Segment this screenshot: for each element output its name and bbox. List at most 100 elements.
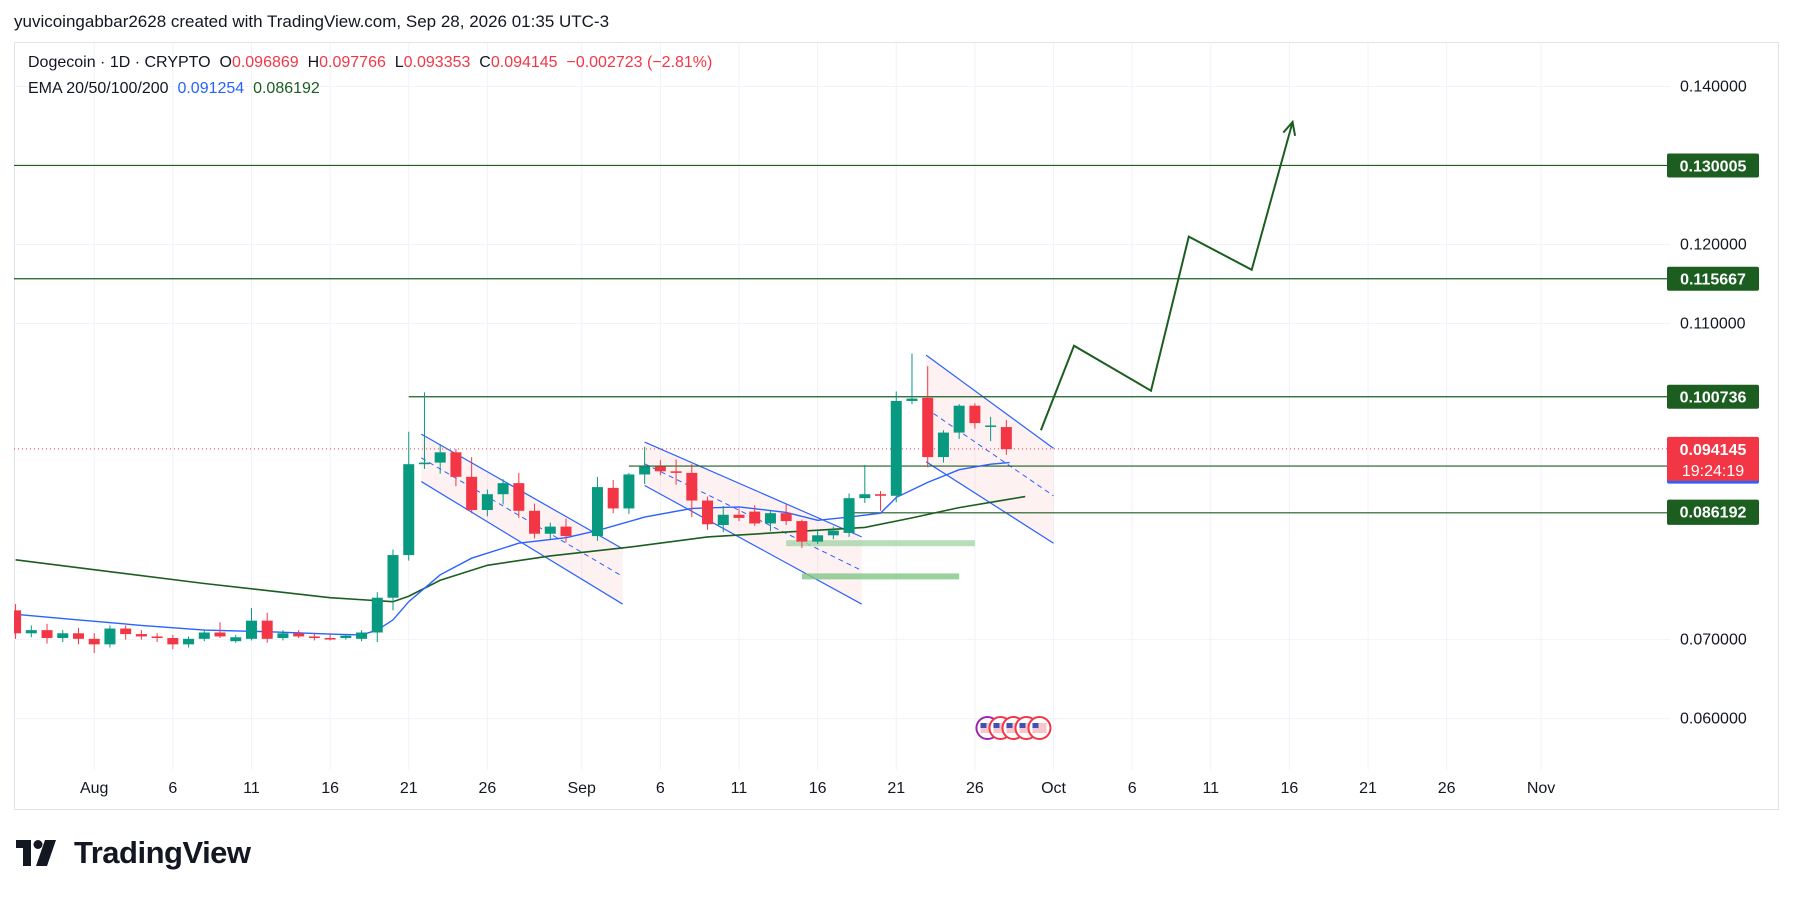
candle-bullish xyxy=(717,506,729,533)
y-tick-label: 0.110000 xyxy=(1680,316,1746,333)
candle-bearish xyxy=(670,459,682,485)
candle-body xyxy=(466,476,478,511)
level-price-tag: 0.100736 xyxy=(1667,384,1759,409)
candle-bullish xyxy=(371,592,383,642)
tradingview-logo-icon xyxy=(16,840,56,866)
ema-fast-value: 0.091254 xyxy=(177,80,245,97)
low-label: L xyxy=(394,54,404,71)
candle-bearish xyxy=(466,457,478,514)
candle-body xyxy=(57,633,69,639)
y-tick-label: 0.060000 xyxy=(1680,711,1747,728)
flag-stripes-icon xyxy=(1032,723,1047,733)
candle-bearish xyxy=(654,460,666,476)
candle-body xyxy=(183,638,195,645)
ema-legend[interactable]: EMA 20/50/100/200 0.091254 0.086192 xyxy=(28,80,320,98)
candle-body xyxy=(544,526,556,534)
candle-body xyxy=(560,526,572,537)
candle-body xyxy=(607,487,619,509)
candle-body xyxy=(88,638,100,645)
open-value: 0.096869 xyxy=(231,54,299,71)
candle-body xyxy=(749,511,761,524)
x-tick-label: 16 xyxy=(321,780,339,797)
projection-path xyxy=(1039,121,1294,431)
plot-area xyxy=(14,43,1670,770)
candle-bearish xyxy=(88,633,100,654)
candle-bullish xyxy=(906,353,918,405)
level-price-tag-bg xyxy=(1667,153,1759,178)
candle-bullish xyxy=(591,476,603,541)
candle-body xyxy=(890,400,902,496)
candle-body xyxy=(434,452,446,463)
candle-bullish xyxy=(356,630,368,642)
candle-body xyxy=(702,500,714,525)
candle-bullish xyxy=(544,522,556,541)
candle-body xyxy=(906,398,918,401)
x-tick-label: Oct xyxy=(1041,780,1066,797)
candle-body xyxy=(481,494,493,511)
x-tick-label: 11 xyxy=(243,780,260,797)
candle-bullish xyxy=(843,493,855,537)
candle-body xyxy=(859,494,871,499)
symbol-label[interactable]: Dogecoin · 1D · CRYPTO xyxy=(28,54,211,71)
close-label: C xyxy=(479,54,491,71)
flag-canton-icon xyxy=(980,723,987,728)
candle-body xyxy=(764,513,776,524)
ohlc-legend: Dogecoin · 1D · CRYPTO O0.096869 H0.0977… xyxy=(28,54,712,72)
candle-body xyxy=(261,620,273,639)
candle-bearish xyxy=(41,623,53,644)
channel-lower-line xyxy=(644,484,862,605)
level-price-tag-text: 0.100736 xyxy=(1680,390,1747,407)
candle-body xyxy=(418,462,430,465)
flag-stripes-icon xyxy=(1019,723,1034,733)
candle-bullish xyxy=(387,549,399,611)
candle-bullish xyxy=(277,630,289,641)
flag-canton-icon xyxy=(1006,723,1013,728)
flag-stripes-icon xyxy=(1006,723,1021,733)
candle-bullish xyxy=(937,430,949,463)
candle-bullish xyxy=(403,431,415,561)
flag-canton-icon xyxy=(1019,723,1026,728)
candle-bearish xyxy=(214,622,226,639)
candle-body xyxy=(371,597,383,633)
candle-body xyxy=(670,471,682,473)
candle-body xyxy=(151,636,163,639)
ema-price-tag-text: 0.086192 xyxy=(1680,505,1747,522)
candle-bullish xyxy=(764,510,776,532)
high-value: 0.097766 xyxy=(319,54,386,71)
x-tick-label: 6 xyxy=(656,780,665,797)
x-tick-label: 21 xyxy=(887,780,905,797)
current-price-tag-countdown: 19:24:19 xyxy=(1682,463,1744,480)
candle-body xyxy=(198,632,210,639)
y-tick-label: 0.140000 xyxy=(1680,78,1747,95)
ema-slow-line xyxy=(15,495,1026,603)
x-tick-label: 6 xyxy=(1128,780,1137,797)
candle-bullish xyxy=(183,636,195,648)
candle-body xyxy=(72,633,84,639)
candle-bullish xyxy=(245,608,257,641)
x-tick-label: 11 xyxy=(731,780,748,797)
candle-body xyxy=(717,514,729,526)
candle-body xyxy=(308,636,320,639)
channel-fill xyxy=(926,355,1054,544)
chart-frame[interactable] xyxy=(14,42,1779,810)
candle-bearish xyxy=(607,479,619,514)
candle-body xyxy=(104,628,116,645)
ema-label[interactable]: EMA 20/50/100/200 xyxy=(28,80,169,97)
change-value: −0.002723 (−2.81%) xyxy=(566,54,713,71)
candle-body xyxy=(812,535,824,542)
candle-bearish xyxy=(560,518,572,543)
x-tick-label: 21 xyxy=(1359,780,1377,797)
candle-bullish xyxy=(639,446,651,484)
candle-bearish xyxy=(529,503,541,539)
x-tick-label: 26 xyxy=(478,780,496,797)
tradingview-brand[interactable]: TradingView xyxy=(16,835,251,871)
flag-stripes-icon xyxy=(980,723,995,733)
candle-bullish xyxy=(481,489,493,517)
candle-body xyxy=(953,405,965,433)
candle-body xyxy=(686,472,698,501)
candle-body xyxy=(293,633,305,637)
candle-bullish xyxy=(497,479,509,505)
candle-bearish xyxy=(324,633,336,641)
candle-bearish xyxy=(151,633,163,642)
